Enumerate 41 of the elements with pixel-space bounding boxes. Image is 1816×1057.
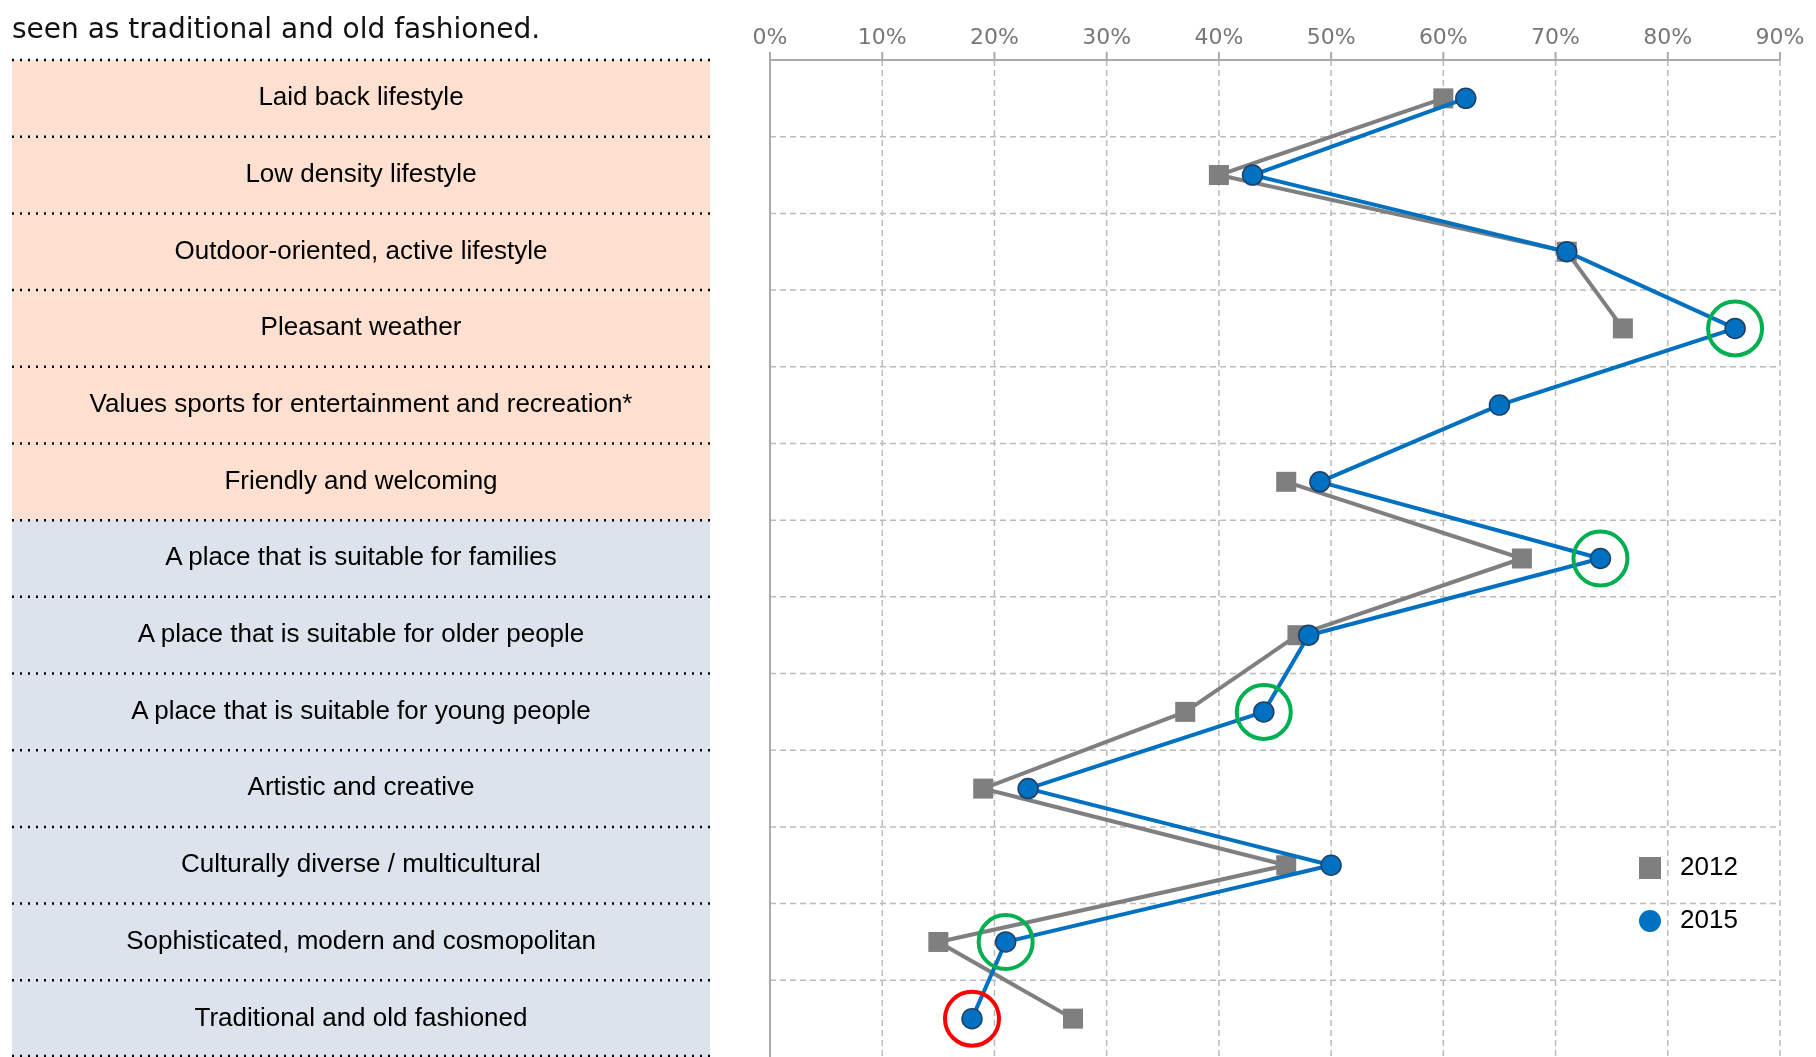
point [1612, 318, 1633, 339]
x-tick-label: 40% [1194, 24, 1244, 49]
y-tick-label: Friendly and welcoming [224, 464, 498, 495]
y-tick-label: A place that is suitable for families [165, 541, 557, 572]
y-tick-label: Sophisticated, modern and cosmopolitan [126, 924, 596, 955]
point [1511, 548, 1532, 569]
x-tick-label: 80% [1643, 24, 1693, 49]
y-tick-label: Traditional and old fashioned [194, 1001, 528, 1032]
x-tick-label: 10% [857, 24, 907, 49]
y-tick-label: Laid back lifestyle [258, 81, 464, 112]
x-tick-label: 90% [1755, 24, 1805, 49]
point [1309, 471, 1331, 493]
y-tick-label: Pleasant weather [260, 311, 462, 342]
point [1175, 701, 1196, 722]
y-tick-label: Culturally diverse / multicultural [181, 848, 541, 879]
point [928, 931, 949, 952]
x-tick-label: 20% [969, 24, 1019, 49]
point [1017, 777, 1039, 800]
legend-label: 2015 [1680, 903, 1738, 934]
legend-label: 2012 [1680, 850, 1738, 881]
point [1297, 624, 1320, 646]
x-tick-label: 0% [752, 24, 788, 49]
y-tick-label: A place that is suitable for older people [137, 618, 585, 649]
point [1063, 1008, 1083, 1029]
point [1455, 87, 1477, 110]
x-tick-label: 60% [1418, 24, 1468, 49]
y-tick-label: Artistic and creative [247, 771, 475, 802]
point [1488, 394, 1511, 416]
x-tick-label: 30% [1082, 24, 1132, 49]
point [973, 778, 994, 799]
x-tick-label: 50% [1306, 24, 1356, 49]
y-tick-label: A place that is suitable for young people [131, 694, 591, 725]
text: seen as traditional and old fashioned. [12, 12, 541, 45]
point [1208, 165, 1229, 186]
point [1276, 471, 1297, 492]
point [1241, 164, 1264, 186]
y-tick-label: Outdoor-oriented, active lifestyle [174, 234, 548, 265]
y-tick-label: Values sports for entertainment and recreation* [89, 387, 633, 418]
point [1320, 854, 1342, 877]
x-tick-label: 70% [1531, 24, 1581, 49]
y-tick-label: Low density lifestyle [245, 157, 477, 188]
